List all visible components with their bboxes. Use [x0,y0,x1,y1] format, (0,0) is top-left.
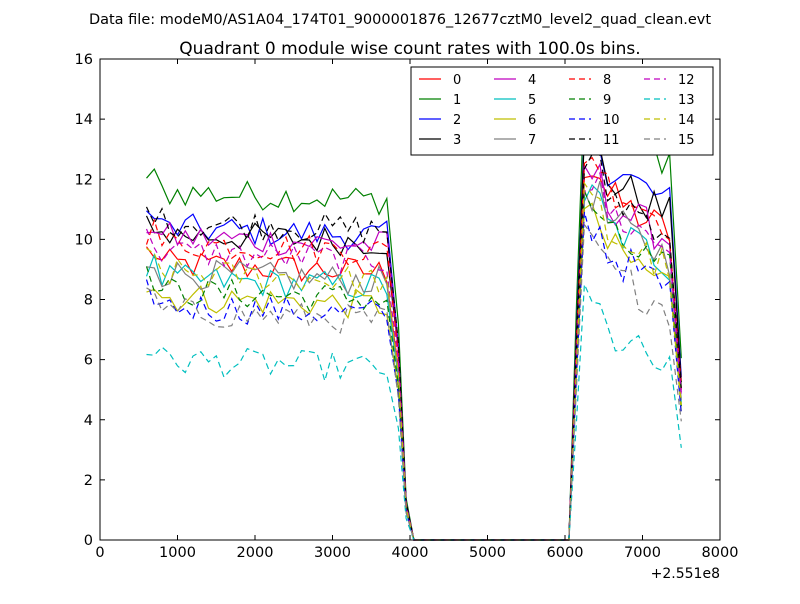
legend-label-2: 2 [453,113,461,128]
legend-label-10: 10 [603,113,620,128]
series-15-line [146,222,682,541]
y-tick-label: 12 [75,172,93,188]
x-tick-label: 4000 [392,545,429,561]
legend-label-5: 5 [528,93,536,108]
y-tick-label: 0 [84,533,93,549]
y-tick-label: 10 [75,232,93,248]
figure-suptitle: Data file: modeM0/AS1A04_174T01_90000018… [89,12,711,28]
y-tick-label: 8 [84,293,93,309]
x-tick-label: 3000 [314,545,351,561]
x-tick-label: 6000 [547,545,584,561]
series-13-line [146,284,682,541]
legend-box [410,66,714,156]
legend-label-1: 1 [453,93,461,108]
legend-label-9: 9 [603,93,611,108]
legend-label-11: 11 [603,133,620,148]
legend-label-0: 0 [453,73,461,88]
legend-label-3: 3 [453,133,461,148]
y-tick-label: 2 [84,473,93,489]
legend-label-8: 8 [603,73,611,88]
legend-label-4: 4 [528,73,536,88]
series-8-line [145,156,682,541]
x-tick-label: 0 [95,545,104,561]
x-tick-label: 7000 [624,545,661,561]
chart-title: Quadrant 0 module wise count rates with … [179,39,640,59]
y-tick-label: 6 [84,353,93,369]
x-tick-label: 8000 [702,545,739,561]
y-tick-label: 16 [75,52,93,68]
series-14-line [146,181,682,541]
series-5-line [145,183,682,541]
series-11-line [145,153,682,541]
legend-label-7: 7 [528,133,536,148]
series-10-line [145,211,682,541]
y-tick-label: 14 [75,112,93,128]
legend-label-13: 13 [678,93,695,108]
series-12-line [145,171,682,541]
legend-label-15: 15 [678,133,695,148]
x-tick-label: 5000 [469,545,506,561]
x-offset-label: +2.551e8 [651,566,720,582]
series-4-line [146,162,682,541]
x-tick-label: 1000 [159,545,196,561]
x-tick-label: 2000 [237,545,274,561]
legend-label-14: 14 [678,113,695,128]
legend-label-6: 6 [528,113,536,128]
legend-label-12: 12 [678,73,695,88]
series-6-line [146,202,682,541]
y-tick-label: 4 [84,413,93,429]
